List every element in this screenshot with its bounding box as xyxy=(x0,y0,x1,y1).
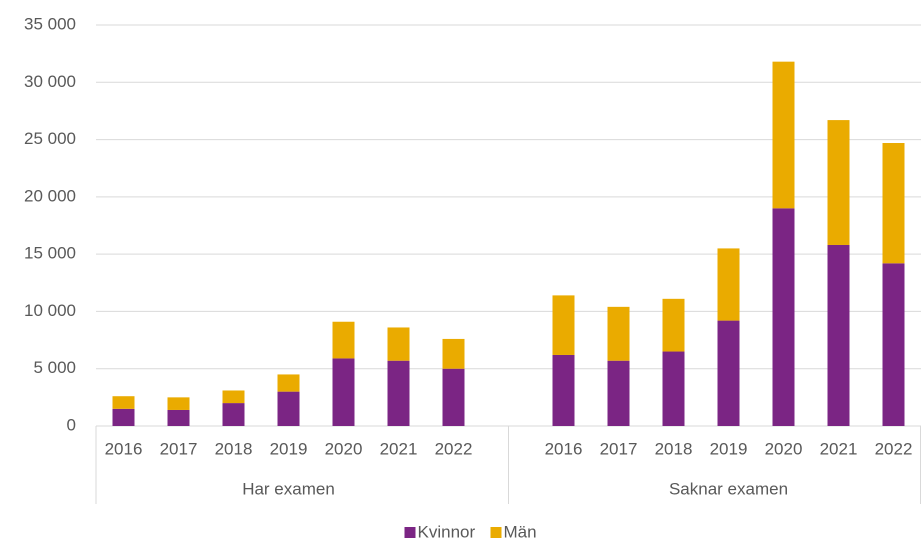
bar xyxy=(222,403,245,426)
bar xyxy=(827,120,850,245)
y-tick-label: 25 000 xyxy=(24,129,76,148)
bar xyxy=(662,351,685,426)
bar xyxy=(882,143,905,264)
y-tick-label: 30 000 xyxy=(24,72,76,91)
legend-label: Kvinnor xyxy=(418,522,476,541)
bar xyxy=(167,397,190,410)
bar xyxy=(552,295,575,355)
bar xyxy=(222,390,245,404)
y-tick-label: 15 000 xyxy=(24,244,76,263)
x-tick-label: 2022 xyxy=(435,439,473,458)
y-tick-label: 35 000 xyxy=(24,14,76,33)
bar xyxy=(277,391,300,426)
bar xyxy=(717,320,740,426)
bar xyxy=(387,360,410,426)
bar xyxy=(827,244,850,426)
bar xyxy=(882,263,905,426)
y-tick-label: 0 xyxy=(67,415,76,434)
x-tick-label: 2018 xyxy=(215,439,253,458)
bar xyxy=(772,61,795,209)
y-tick-label: 10 000 xyxy=(24,301,76,320)
x-tick-label: 2016 xyxy=(105,439,143,458)
bar xyxy=(717,248,740,321)
bar xyxy=(607,360,630,426)
legend-label: Män xyxy=(504,522,537,541)
x-tick-label: 2016 xyxy=(545,439,583,458)
y-tick-label: 20 000 xyxy=(24,186,76,205)
x-tick-label: 2020 xyxy=(765,439,803,458)
bar xyxy=(332,321,355,359)
bar xyxy=(552,354,575,426)
legend-swatch xyxy=(490,527,502,538)
bar xyxy=(332,358,355,426)
x-tick-label: 2017 xyxy=(160,439,198,458)
y-tick-label: 5 000 xyxy=(33,358,76,377)
group-label: Saknar examen xyxy=(669,479,788,498)
x-tick-label: 2019 xyxy=(710,439,748,458)
x-tick-label: 2020 xyxy=(325,439,363,458)
x-tick-label: 2021 xyxy=(380,439,418,458)
bar xyxy=(112,396,135,409)
bar xyxy=(772,208,795,426)
bar xyxy=(112,408,135,426)
bar xyxy=(167,409,190,426)
legend-swatch xyxy=(404,527,416,538)
group-label: Har examen xyxy=(242,479,335,498)
x-tick-label: 2018 xyxy=(655,439,693,458)
bar xyxy=(442,368,465,426)
x-tick-label: 2017 xyxy=(600,439,638,458)
bar xyxy=(607,306,630,361)
x-tick-label: 2019 xyxy=(270,439,308,458)
bar xyxy=(277,374,300,392)
x-tick-label: 2022 xyxy=(875,439,913,458)
x-tick-label: 2021 xyxy=(820,439,858,458)
bar xyxy=(442,338,465,369)
bar xyxy=(662,298,685,352)
bar xyxy=(387,327,410,361)
